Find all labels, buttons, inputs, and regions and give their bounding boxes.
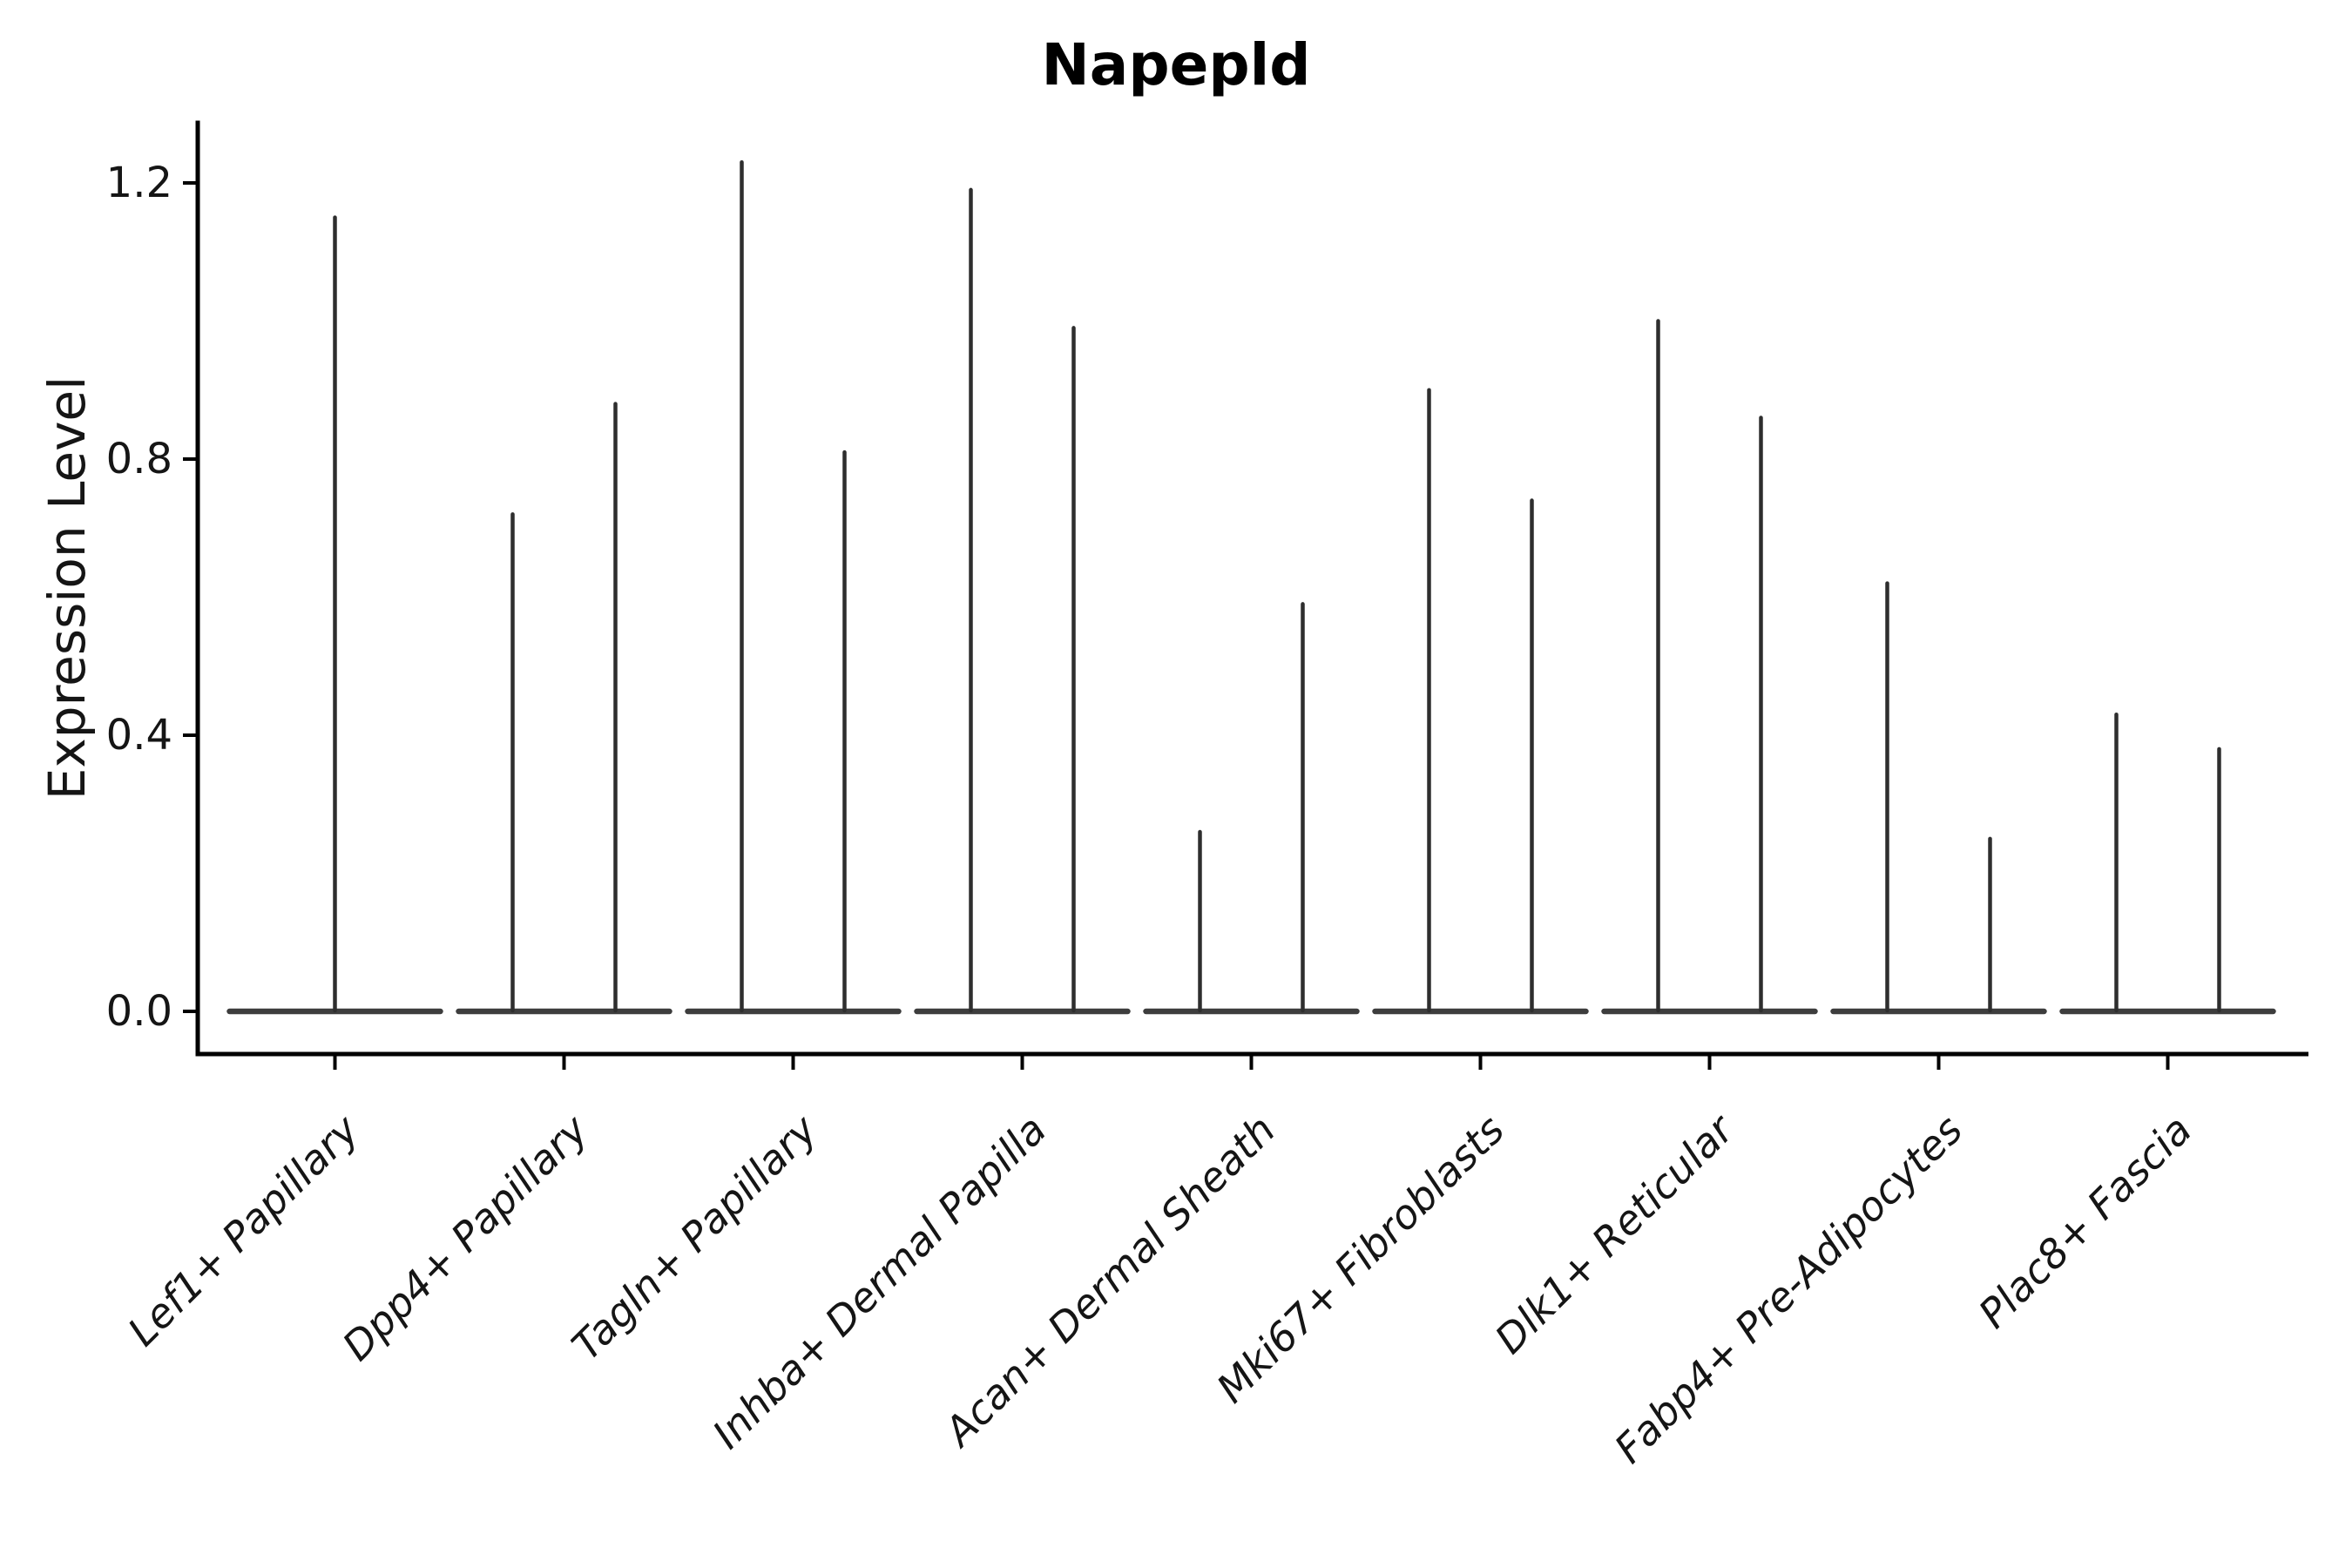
y-axis-label: Expression Level [37, 376, 97, 800]
chart-title: Napepld [1042, 31, 1311, 98]
violins [226, 159, 2276, 1015]
y-tick-label: 0.8 [106, 435, 172, 483]
y-tick-label: 0.4 [106, 711, 172, 760]
y-tick-label: 0.0 [106, 987, 172, 1036]
y-tick-label: 1.2 [106, 159, 172, 207]
